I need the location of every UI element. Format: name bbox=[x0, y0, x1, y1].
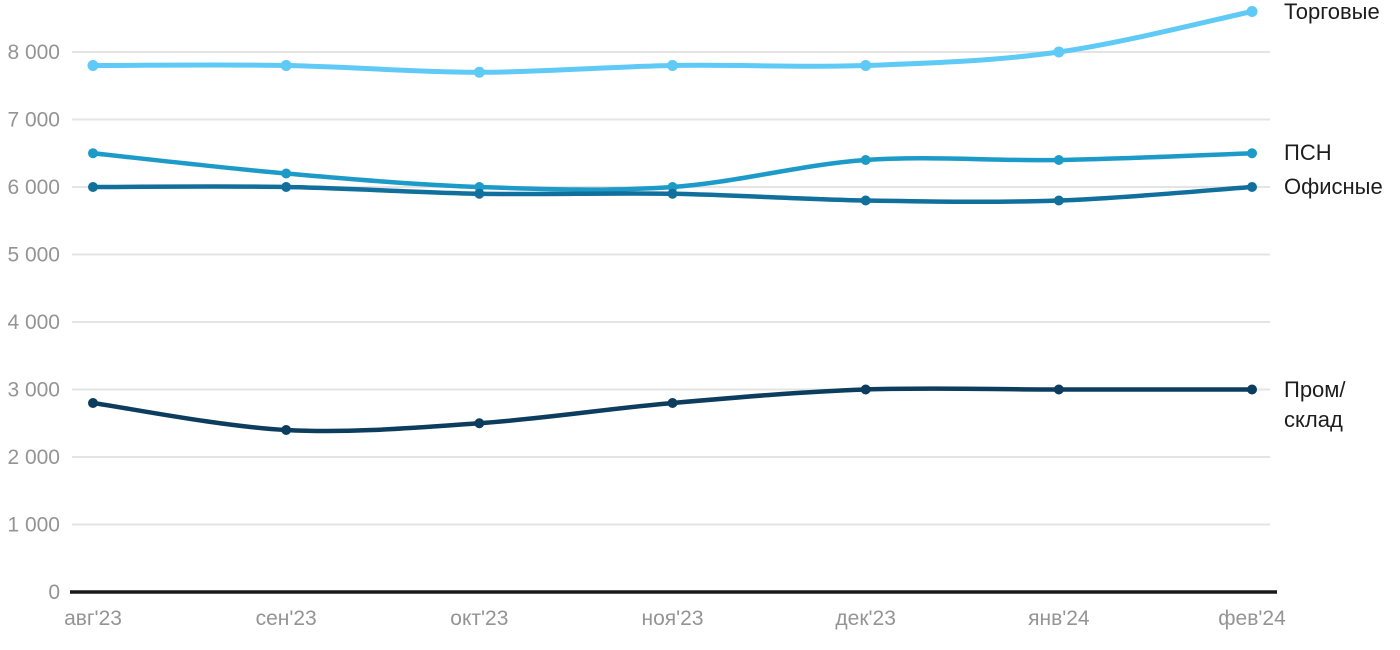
data-point bbox=[281, 168, 292, 179]
data-point bbox=[88, 182, 98, 192]
data-point bbox=[1053, 155, 1064, 165]
data-point bbox=[1246, 6, 1258, 17]
y-axis-tick-label: 2 000 bbox=[7, 446, 60, 469]
x-axis-tick-label: окт'23 bbox=[450, 607, 508, 630]
data-point bbox=[667, 398, 678, 408]
series-label-torgovye: Торговые bbox=[1284, 0, 1380, 24]
data-point bbox=[87, 60, 99, 71]
data-point bbox=[88, 398, 98, 408]
series-label-psn: ПСН bbox=[1284, 140, 1332, 166]
data-point bbox=[473, 66, 485, 78]
x-axis-tick-label: авг'23 bbox=[64, 607, 122, 630]
y-axis-tick-label: 6 000 bbox=[7, 176, 60, 199]
y-axis-tick-label: 3 000 bbox=[7, 379, 60, 402]
x-axis-tick-label: янв'24 bbox=[1028, 607, 1090, 630]
y-axis-tick-label: 5 000 bbox=[7, 244, 60, 267]
data-point bbox=[667, 60, 679, 71]
data-point bbox=[860, 60, 872, 71]
data-point bbox=[1247, 182, 1258, 192]
data-point bbox=[860, 384, 871, 395]
data-point bbox=[474, 188, 485, 199]
data-point bbox=[281, 182, 292, 192]
data-point bbox=[474, 418, 485, 429]
series-line-4 bbox=[90, 386, 1255, 434]
data-point bbox=[667, 188, 678, 199]
series-label-ofisnye: Офисные bbox=[1284, 174, 1383, 199]
data-point bbox=[860, 195, 871, 206]
y-axis-tick-label: 0 bbox=[48, 581, 60, 604]
x-axis-tick-label: фев'24 bbox=[1218, 607, 1286, 630]
x-axis-tick-label: дек'23 bbox=[835, 607, 896, 630]
x-axis-tick-label: ноя'23 bbox=[642, 607, 704, 630]
data-point bbox=[1247, 148, 1258, 159]
data-point bbox=[1053, 384, 1064, 395]
data-point bbox=[280, 60, 292, 71]
data-point bbox=[88, 148, 98, 159]
y-axis-tick-label: 7 000 bbox=[7, 109, 60, 132]
data-point bbox=[860, 155, 871, 165]
y-axis-tick-label: 8 000 bbox=[7, 41, 60, 64]
data-point bbox=[281, 425, 292, 435]
series-label-prom-sklad: Пром/склад bbox=[1284, 376, 1346, 432]
data-point bbox=[1247, 384, 1258, 395]
y-axis-tick-label: 4 000 bbox=[7, 311, 60, 334]
y-axis-tick-label: 1 000 bbox=[7, 514, 60, 537]
x-axis-tick-label: сен'23 bbox=[256, 607, 317, 630]
data-point bbox=[1053, 195, 1064, 206]
data-point bbox=[1053, 46, 1065, 58]
